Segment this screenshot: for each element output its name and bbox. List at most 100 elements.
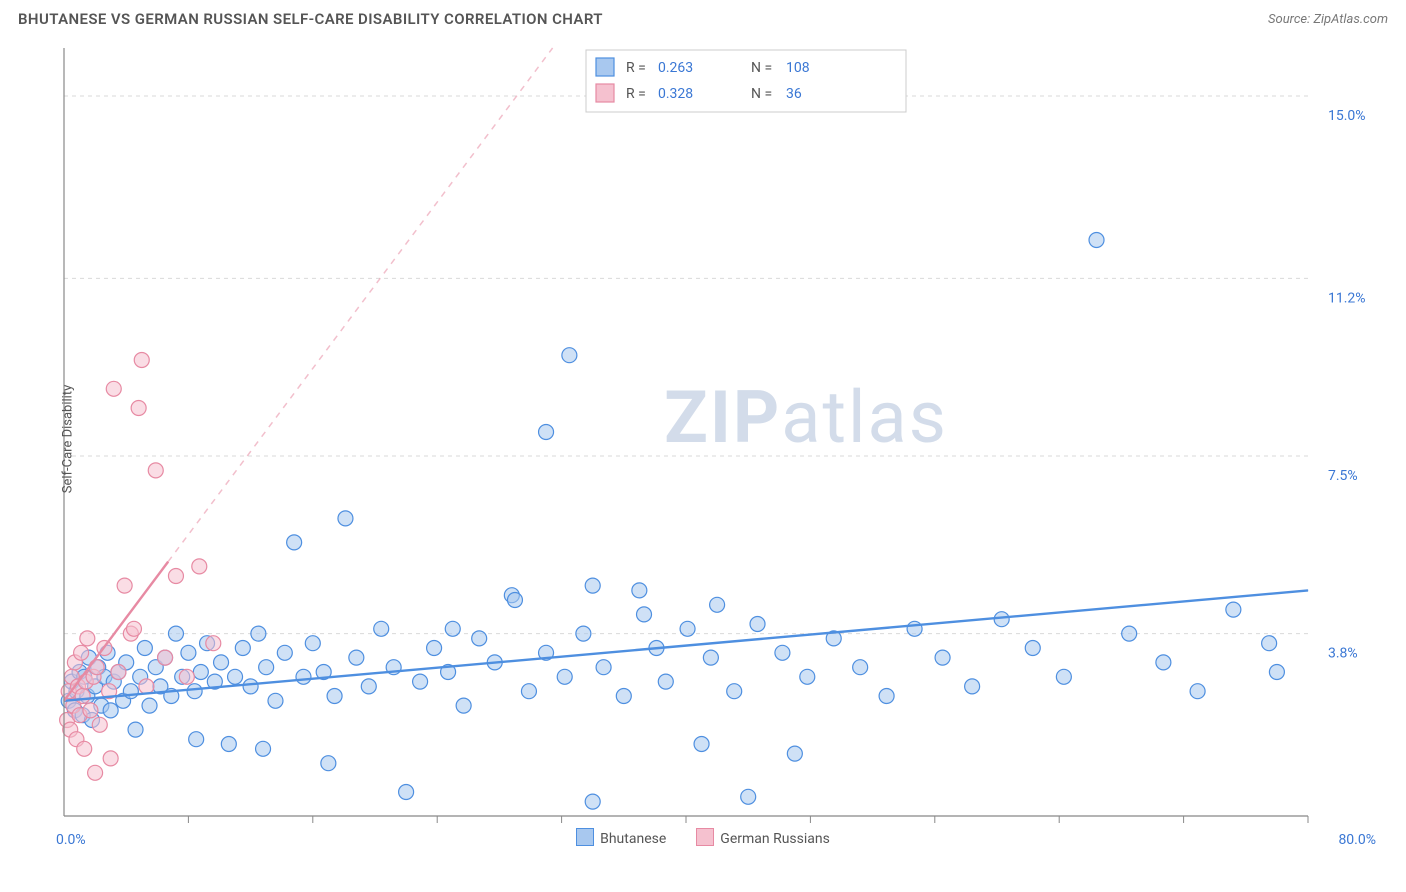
data-point xyxy=(907,621,922,636)
data-point xyxy=(1269,665,1284,680)
data-point xyxy=(106,381,121,396)
data-point xyxy=(361,679,376,694)
data-point xyxy=(235,641,250,656)
scatter-chart: 3.8%7.5%11.2%15.0%ZIPatlas0.0%80.0%R = 0… xyxy=(18,34,1388,854)
data-point xyxy=(1262,636,1277,651)
data-point xyxy=(539,425,554,440)
data-point xyxy=(142,698,157,713)
data-point xyxy=(507,593,522,608)
data-point xyxy=(853,660,868,675)
data-point xyxy=(374,621,389,636)
data-point xyxy=(1226,602,1241,617)
data-point xyxy=(243,679,258,694)
data-point xyxy=(637,607,652,622)
data-point xyxy=(111,665,126,680)
data-point xyxy=(206,636,221,651)
data-point xyxy=(703,650,718,665)
data-point xyxy=(221,737,236,752)
svg-text:11.2%: 11.2% xyxy=(1328,290,1366,306)
data-point xyxy=(131,401,146,416)
data-point xyxy=(413,674,428,689)
data-point xyxy=(137,641,152,656)
data-point xyxy=(1122,626,1137,641)
data-point xyxy=(287,535,302,550)
legend-label: German Russians xyxy=(720,831,830,847)
legend-label: Bhutanese xyxy=(600,831,666,847)
data-point xyxy=(103,751,118,766)
svg-text:15.0%: 15.0% xyxy=(1328,108,1366,124)
svg-text:36: 36 xyxy=(786,86,802,102)
data-point xyxy=(585,578,600,593)
legend-swatch xyxy=(696,828,714,846)
data-point xyxy=(189,732,204,747)
legend-swatch xyxy=(596,58,614,76)
svg-text:7.5%: 7.5% xyxy=(1328,468,1358,484)
data-point xyxy=(80,631,95,646)
data-point xyxy=(965,679,980,694)
data-point xyxy=(192,559,207,574)
svg-text:ZIPatlas: ZIPatlas xyxy=(664,375,948,460)
data-point xyxy=(134,353,149,368)
data-point xyxy=(126,621,141,636)
trend-line-extension xyxy=(168,48,552,562)
data-point xyxy=(775,645,790,660)
data-point xyxy=(296,669,311,684)
svg-text:N =: N = xyxy=(751,60,772,76)
data-point xyxy=(585,794,600,809)
data-point xyxy=(117,578,132,593)
legend-item: Bhutanese xyxy=(576,828,666,847)
data-point xyxy=(427,641,442,656)
data-point xyxy=(632,583,647,598)
svg-text:R =: R = xyxy=(626,60,646,76)
data-point xyxy=(1089,233,1104,248)
data-point xyxy=(77,741,92,756)
data-point xyxy=(214,655,229,670)
data-point xyxy=(472,631,487,646)
data-point xyxy=(616,689,631,704)
data-point xyxy=(139,679,154,694)
source-prefix: Source: xyxy=(1268,12,1313,27)
data-point xyxy=(187,684,202,699)
data-point xyxy=(445,621,460,636)
data-point xyxy=(168,569,183,584)
data-point xyxy=(88,765,103,780)
source-attribution: Source: ZipAtlas.com xyxy=(1268,12,1388,27)
data-point xyxy=(1025,641,1040,656)
data-point xyxy=(1156,655,1171,670)
data-point xyxy=(456,698,471,713)
data-point xyxy=(710,597,725,612)
data-point xyxy=(256,741,271,756)
data-point xyxy=(1190,684,1205,699)
data-point xyxy=(103,703,118,718)
header: BHUTANESE VS GERMAN RUSSIAN SELF-CARE DI… xyxy=(0,0,1406,34)
data-point xyxy=(168,626,183,641)
data-point xyxy=(148,463,163,478)
data-point xyxy=(727,684,742,699)
data-point xyxy=(193,665,208,680)
data-point xyxy=(89,660,104,675)
source-link[interactable]: ZipAtlas.com xyxy=(1313,12,1388,27)
data-point xyxy=(158,650,173,665)
series-legend: Bhutanese German Russians xyxy=(18,828,1388,847)
svg-text:0.328: 0.328 xyxy=(658,86,693,102)
data-point xyxy=(750,617,765,632)
data-point xyxy=(787,746,802,761)
data-point xyxy=(576,626,591,641)
data-point xyxy=(680,621,695,636)
svg-text:108: 108 xyxy=(786,60,810,76)
data-point xyxy=(268,693,283,708)
data-point xyxy=(305,636,320,651)
data-point xyxy=(658,674,673,689)
legend-swatch xyxy=(596,84,614,102)
data-point xyxy=(277,645,292,660)
data-point xyxy=(800,669,815,684)
data-point xyxy=(349,650,364,665)
data-point xyxy=(327,689,342,704)
data-point xyxy=(741,789,756,804)
data-point xyxy=(694,737,709,752)
svg-text:0.263: 0.263 xyxy=(658,60,693,76)
data-point xyxy=(228,669,243,684)
svg-text:R =: R = xyxy=(626,86,646,102)
data-point xyxy=(75,689,90,704)
data-point xyxy=(251,626,266,641)
